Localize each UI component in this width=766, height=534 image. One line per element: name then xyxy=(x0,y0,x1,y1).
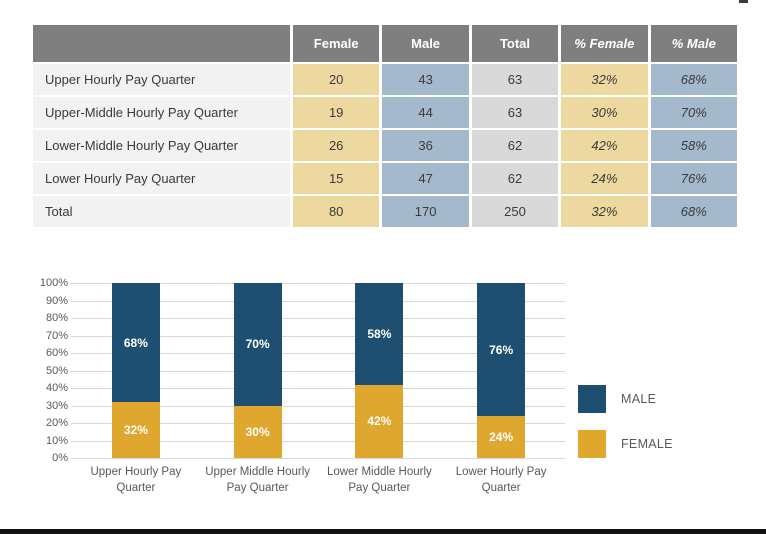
bar-segment-male[interactable]: 58% xyxy=(355,283,404,385)
cell-pct-male: 68% xyxy=(650,196,737,227)
cell-total-count: 62 xyxy=(471,163,559,194)
y-axis-tick-label: 60% xyxy=(45,347,68,359)
legend-label-male: MALE xyxy=(621,392,657,406)
chart-y-axis: 0% 10% 20% 30% 40% 50% 60% 70% 80% 90% 100% xyxy=(0,265,68,464)
gridline xyxy=(71,353,565,354)
column-header-total: Total xyxy=(471,25,559,62)
bar-data-label: 42% xyxy=(367,414,392,429)
bar-segment-female[interactable]: 30% xyxy=(233,405,282,458)
y-axis-tick-label: 80% xyxy=(45,312,68,324)
x-axis-category-label: Upper Middle Hourly Pay Quarter xyxy=(205,466,311,495)
bar-data-label: 76% xyxy=(489,342,514,357)
male-swatch-icon xyxy=(578,385,606,413)
bottom-border-bar xyxy=(0,529,766,534)
gridline xyxy=(71,440,565,442)
y-axis-tick-label: 10% xyxy=(45,434,68,447)
gridline xyxy=(71,335,565,337)
legend-label-female: FEMALE xyxy=(621,437,673,451)
cell-total-count: 63 xyxy=(471,64,559,95)
stacked-bar[interactable]: 58% 42% xyxy=(355,283,404,458)
cell-pct-female: 32% xyxy=(561,196,648,227)
y-axis-tick-label: 100% xyxy=(39,277,68,289)
chart-legend: MALE FEMALE xyxy=(578,385,748,475)
cell-pct-female: 24% xyxy=(561,163,648,194)
row-label: Lower Hourly Pay Quarter xyxy=(33,163,290,194)
cell-pct-male: 58% xyxy=(650,130,737,161)
female-swatch-icon xyxy=(578,430,606,458)
cell-total-count: 63 xyxy=(471,97,559,128)
gridline xyxy=(71,388,565,389)
chart-plot-area: 68% 32% 70% 30% 58% 42% 76% 24% xyxy=(71,283,565,459)
x-axis-category-label: Lower Middle Hourly Pay Quarter xyxy=(326,466,432,495)
column-header-female: Female xyxy=(293,25,380,62)
bar-segment-male[interactable]: 70% xyxy=(233,283,282,406)
cell-total-count: 250 xyxy=(471,196,559,227)
x-axis-category-label: Lower Hourly Pay Quarter xyxy=(455,466,547,495)
bar-segment-male[interactable]: 68% xyxy=(111,283,160,402)
cell-total-count: 62 xyxy=(471,130,559,161)
y-axis-tick-label: 0% xyxy=(52,452,68,464)
bar-data-label: 24% xyxy=(489,430,514,444)
cell-female-count: 26 xyxy=(293,130,380,161)
row-label: Upper-Middle Hourly Pay Quarter xyxy=(33,97,290,128)
pay-quarter-table: Female Male Total % Female % Male Upper … xyxy=(33,25,737,227)
row-label: Lower-Middle Hourly Pay Quarter xyxy=(33,130,290,161)
column-header-male: Male xyxy=(382,25,469,62)
gridline xyxy=(71,458,565,459)
cell-female-count: 80 xyxy=(293,196,380,227)
column-header-blank xyxy=(33,25,290,62)
bar-segment-male[interactable]: 76% xyxy=(477,283,526,416)
row-label: Upper Hourly Pay Quarter xyxy=(33,64,290,95)
legend-item-male: MALE xyxy=(578,385,748,413)
bar-segment-female[interactable]: 42% xyxy=(355,384,404,458)
stacked-bar-chart: 0% 10% 20% 30% 40% 50% 60% 70% 80% 90% 100% 68% 32%… xyxy=(0,265,766,525)
y-axis-tick-label: 20% xyxy=(45,417,68,429)
bar-data-label: 68% xyxy=(123,335,148,350)
cell-pct-male: 76% xyxy=(650,163,737,194)
gridline xyxy=(71,300,565,302)
bar-data-label: 70% xyxy=(245,337,270,352)
bar-segment-female[interactable]: 32% xyxy=(111,402,160,458)
column-header-pct-female: % Female xyxy=(561,25,648,62)
bar-data-label: 58% xyxy=(367,326,392,341)
cell-female-count: 15 xyxy=(293,163,380,194)
stacked-bar[interactable]: 76% 24% xyxy=(477,283,526,458)
y-axis-tick-label: 50% xyxy=(45,364,68,377)
cell-pct-female: 42% xyxy=(561,130,648,161)
gridline xyxy=(71,283,565,284)
cell-female-count: 20 xyxy=(293,64,380,95)
cell-female-count: 19 xyxy=(293,97,380,128)
legend-item-female: FEMALE xyxy=(578,430,748,458)
bar-data-label: 32% xyxy=(123,423,148,437)
stacked-bar[interactable]: 68% 32% xyxy=(111,283,160,458)
gridline xyxy=(71,423,565,424)
cell-male-count: 36 xyxy=(382,130,469,161)
cell-male-count: 170 xyxy=(382,196,469,227)
cell-male-count: 47 xyxy=(382,163,469,194)
stacked-bar[interactable]: 70% 30% xyxy=(233,283,282,458)
y-axis-tick-label: 90% xyxy=(45,294,68,307)
chart-x-axis: Upper Hourly Pay Quarter Upper Middle Hou… xyxy=(75,464,562,520)
gridline xyxy=(71,370,565,372)
x-axis-category-label: Upper Hourly Pay Quarter xyxy=(90,466,182,495)
y-axis-tick-label: 30% xyxy=(45,399,68,412)
cell-male-count: 43 xyxy=(382,64,469,95)
cell-pct-female: 30% xyxy=(561,97,648,128)
bar-segment-female[interactable]: 24% xyxy=(477,416,526,458)
cell-pct-male: 68% xyxy=(650,64,737,95)
gridline xyxy=(71,318,565,319)
cell-male-count: 44 xyxy=(382,97,469,128)
y-axis-tick-label: 40% xyxy=(45,382,68,394)
gridline xyxy=(71,405,565,407)
row-label-total: Total xyxy=(33,196,290,227)
cell-pct-female: 32% xyxy=(561,64,648,95)
y-axis-tick-label: 70% xyxy=(45,329,68,342)
column-header-pct-male: % Male xyxy=(650,25,737,62)
cell-pct-male: 70% xyxy=(650,97,737,128)
window-edge-artifact xyxy=(739,0,748,3)
bar-data-label: 30% xyxy=(245,424,270,439)
